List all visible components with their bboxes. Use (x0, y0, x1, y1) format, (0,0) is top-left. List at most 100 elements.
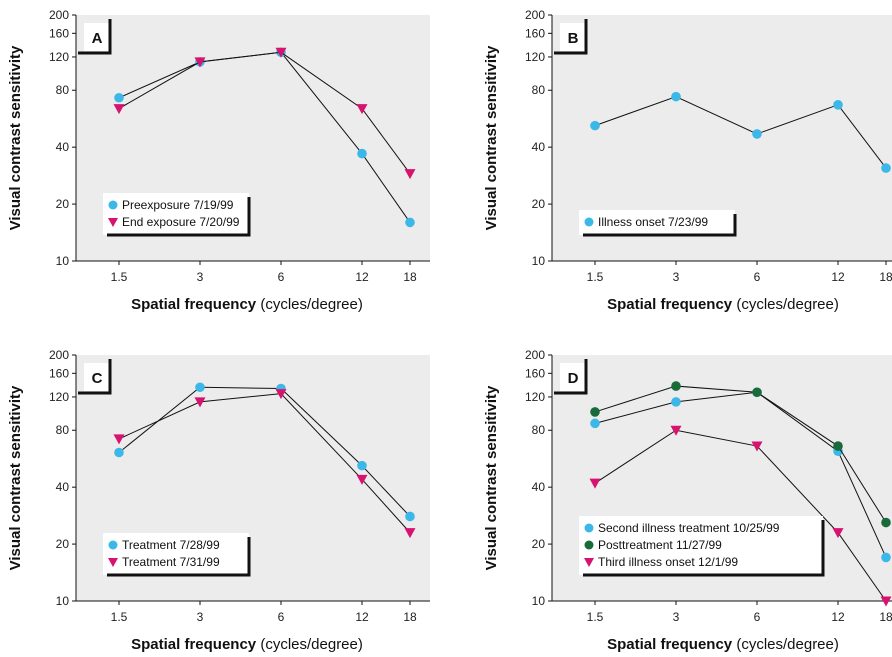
panel-letter-shadow (554, 19, 588, 55)
legend-shadow (107, 197, 251, 237)
panel-letter-shadow (78, 359, 112, 395)
legend-entry: End exposure 7/20/99 (122, 215, 240, 229)
y-tick-label: 200 (525, 8, 545, 22)
legend-shadow (107, 537, 251, 577)
data-point-circle (671, 397, 681, 407)
y-tick-label: 160 (525, 26, 545, 40)
x-tick-label: 12 (831, 270, 845, 284)
legend-marker-triangle (108, 558, 118, 567)
legend-marker-circle (584, 217, 594, 227)
legend-marker-circle (584, 540, 594, 550)
y-tick-label: 20 (56, 197, 70, 211)
x-tick-label: 3 (197, 610, 204, 624)
y-tick-label: 200 (525, 348, 545, 362)
panel-letter-box: B (554, 19, 588, 55)
x-tick-label: 6 (754, 270, 761, 284)
y-tick-label: 80 (56, 423, 70, 437)
data-point-circle (590, 418, 600, 429)
y-axis-label: Visual contrast sensitivity (7, 385, 24, 570)
x-tick-label: 1.5 (587, 270, 604, 284)
y-tick-label: 20 (56, 537, 70, 551)
legend-entry: Illness onset 7/23/99 (598, 215, 708, 229)
data-point-circle (405, 511, 415, 522)
y-tick-label: 120 (49, 390, 69, 404)
y-tick-label: 80 (532, 83, 546, 97)
y-tick-label: 120 (525, 50, 545, 64)
x-tick-label: 18 (879, 270, 892, 284)
panel-letter-bg (560, 23, 586, 51)
x-axis-label-bold: Spatial frequency (131, 636, 257, 653)
legend-entry: Treatment 7/31/99 (122, 555, 220, 569)
legend: Illness onset 7/23/99 (579, 210, 737, 237)
data-point-triangle (194, 57, 206, 68)
legend-shadow (583, 214, 737, 237)
x-axis-label-bold: Spatial frequency (607, 636, 733, 653)
data-point-circle (752, 387, 762, 398)
x-tick-label: 3 (673, 270, 680, 284)
data-point-circle (752, 129, 762, 139)
x-tick-label: 3 (673, 610, 680, 624)
data-point-triangle (356, 474, 368, 485)
x-tick-label: 1.5 (111, 270, 128, 284)
y-tick-label: 20 (532, 537, 546, 551)
panel-letter-shadow (554, 359, 588, 395)
legend: Treatment 7/28/99 Treatment 7/31/99 (103, 533, 251, 577)
x-axis-label-bold: Spatial frequency (607, 296, 733, 313)
panel-letter-box: C (78, 359, 112, 395)
legend-box (579, 516, 823, 575)
y-tick-label: 10 (532, 594, 546, 608)
data-point-circle (114, 92, 124, 103)
legend-marker-circle (108, 200, 118, 210)
y-tick-label: 160 (49, 366, 69, 380)
y-tick-label: 80 (56, 83, 70, 97)
x-axis-label-units: (cycles/degree) (256, 296, 363, 313)
x-tick-label: 1.5 (111, 610, 128, 624)
panel-letter: A (92, 30, 103, 47)
data-point-circle (833, 441, 843, 451)
x-tick-label: 1.5 (587, 610, 604, 624)
y-axis-label: Visual contrast sensitivity (483, 385, 500, 570)
data-point-triangle (751, 441, 763, 452)
data-point-triangle (832, 528, 844, 539)
y-tick-label: 160 (525, 366, 545, 380)
x-axis-label: Spatial frequency (cycles/degree) (607, 636, 839, 653)
data-point-circle (881, 552, 891, 563)
data-point-circle (357, 148, 367, 159)
x-tick-label: 6 (278, 610, 285, 624)
legend-entry: Third illness onset 12/1/99 (598, 555, 738, 569)
data-point-triangle (589, 478, 601, 489)
panel-letter-bg (560, 363, 586, 391)
data-point-circle (357, 460, 367, 471)
y-tick-label: 10 (56, 594, 70, 608)
x-tick-label: 18 (879, 610, 892, 624)
legend-box (103, 193, 249, 235)
y-tick-label: 10 (532, 254, 546, 268)
legend-entry: Posttreatment 11/27/99 (598, 538, 722, 552)
data-point-circle (590, 407, 600, 417)
y-axis-label: Visual contrast sensitivity (7, 45, 24, 230)
y-tick-label: 20 (532, 197, 546, 211)
y-tick-label: 40 (532, 140, 546, 154)
panel-b: 10 20 40 80 120 160 200 1.5 3 6 12 18 Visual contras… (483, 8, 892, 313)
data-point-triangle (275, 47, 287, 58)
y-tick-label: 40 (56, 480, 70, 494)
y-tick-label: 200 (49, 8, 69, 22)
data-point-circle (881, 163, 891, 173)
data-point-circle (671, 91, 681, 102)
data-point-circle (881, 517, 891, 528)
x-tick-label: 12 (831, 610, 845, 624)
y-tick-label: 40 (56, 140, 70, 154)
legend-box (579, 210, 735, 235)
legend: Preexposure 7/19/99 End exposure 7/20/99 (103, 193, 251, 237)
panel-letter-box: D (554, 359, 588, 395)
legend-marker-circle (108, 540, 118, 550)
panel-letter-bg (84, 363, 110, 391)
data-point-triangle (404, 169, 416, 180)
panel-a: 10 20 40 80 120 160 200 1.5 3 6 12 18 Visual contras… (7, 8, 430, 313)
y-tick-label: 120 (525, 390, 545, 404)
x-tick-label: 6 (754, 610, 761, 624)
x-axis-label: Spatial frequency (cycles/degree) (131, 296, 363, 313)
y-axis-label: Visual contrast sensitivity (483, 45, 500, 230)
y-tick-label: 10 (56, 254, 70, 268)
